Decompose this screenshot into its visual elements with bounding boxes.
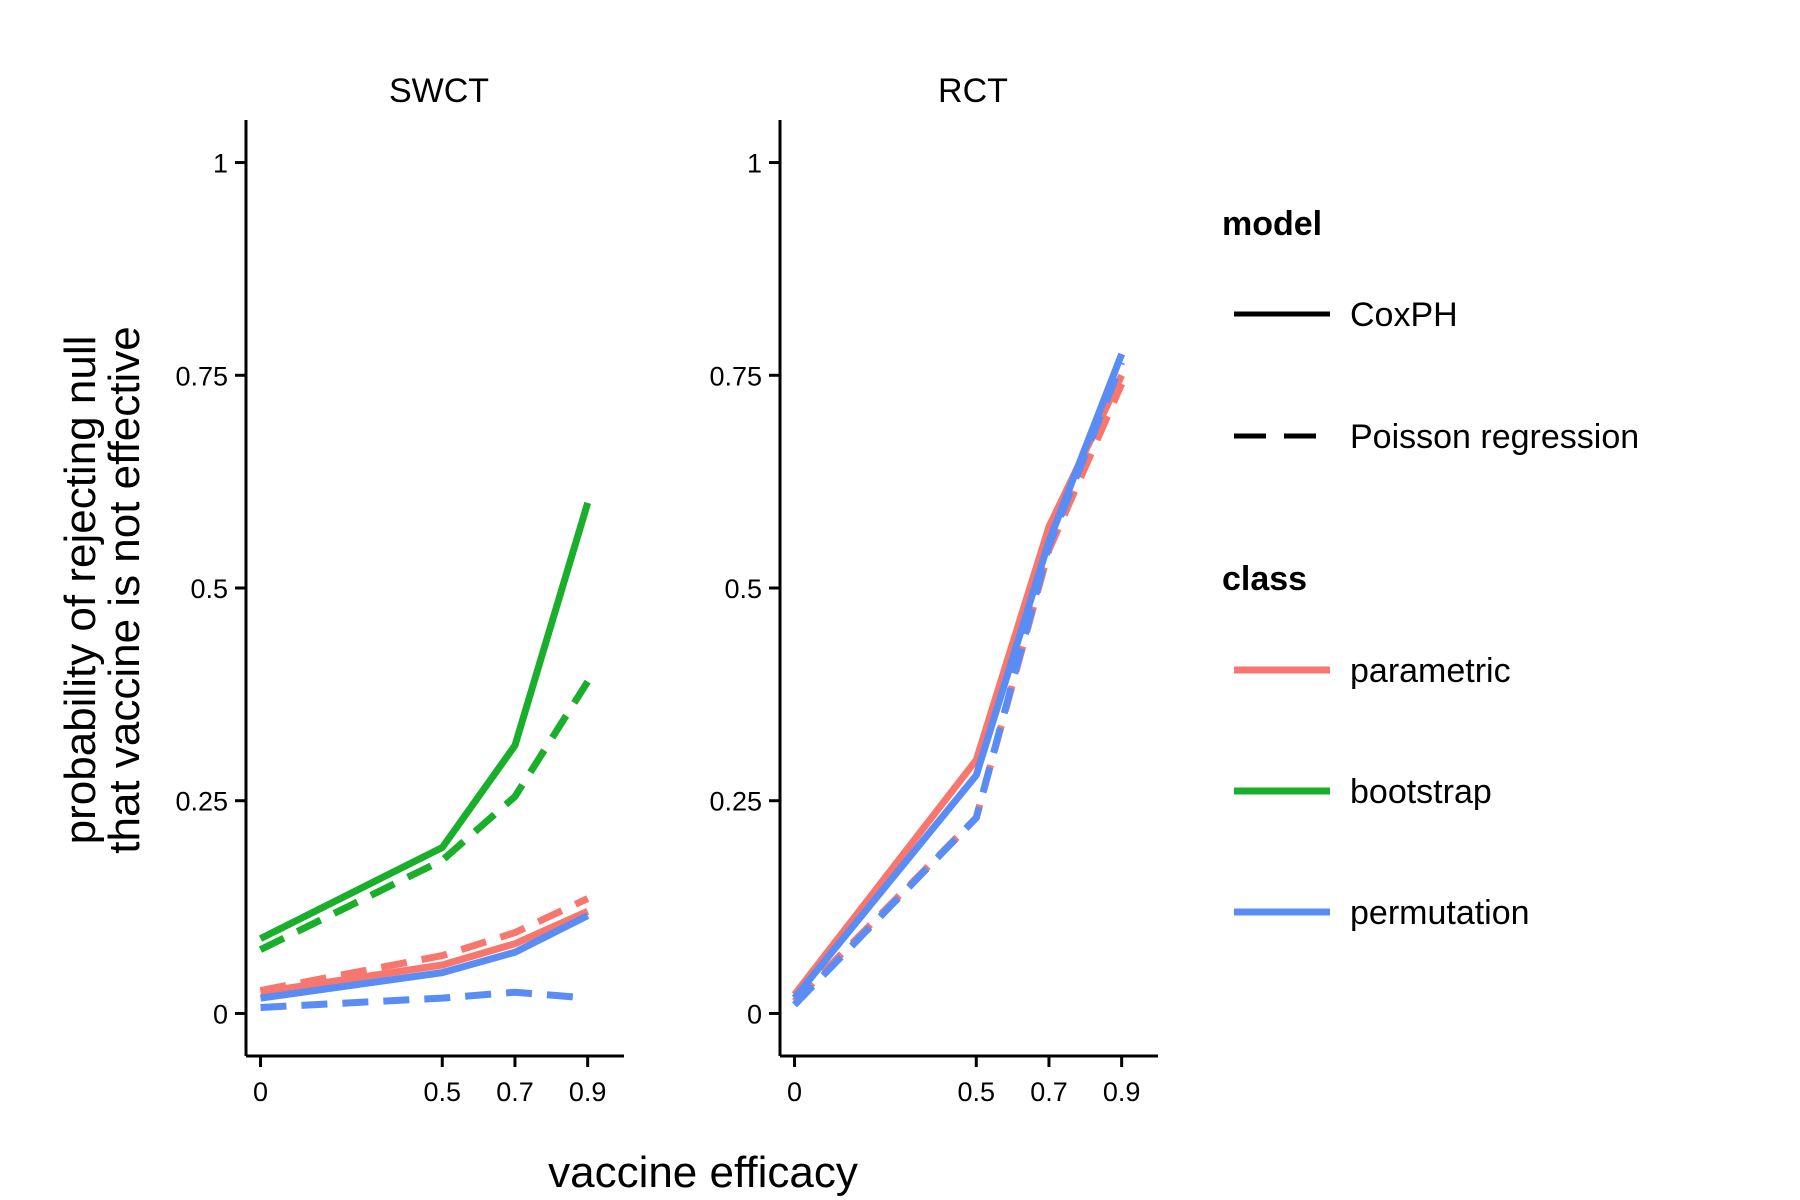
y-tick-label: 0.25 bbox=[709, 787, 762, 817]
legend: model CoxPH Poisson regression class par… bbox=[1222, 205, 1639, 932]
y-axis-title-line-2: that vaccine is not effective bbox=[100, 326, 149, 853]
x-tick-label: 0.7 bbox=[1030, 1077, 1068, 1107]
legend-label-parametric: parametric bbox=[1350, 652, 1511, 690]
x-tick-label: 0 bbox=[253, 1077, 268, 1107]
series-line-rct-permutation-coxph bbox=[791, 352, 1125, 1001]
y-tick-label: 0 bbox=[213, 999, 228, 1029]
series-line-swct-bootstrap-coxph bbox=[258, 501, 592, 942]
panel-swct: SWCT 0 0.25 0.5 0.75 1 0 0.5 0.7 0.9 bbox=[175, 72, 624, 1107]
y-tick-label: 1 bbox=[747, 149, 762, 179]
y-tick-label: 0.75 bbox=[175, 361, 228, 391]
panel-rct: RCT 0 0.25 0.5 0.75 1 0 0.5 0.7 0.9 bbox=[709, 72, 1158, 1107]
y-tick-label: 0.5 bbox=[190, 574, 228, 604]
panel-label-rct: RCT bbox=[938, 72, 1008, 110]
series-line-swct-bootstrap-poisson-regression bbox=[258, 679, 591, 953]
series-line-rct-permutation-poisson-regression bbox=[791, 361, 1125, 1008]
y-tick-label: 0.5 bbox=[724, 574, 762, 604]
series-line-rct-parametric-coxph bbox=[791, 373, 1125, 997]
legend-label-permutation: permutation bbox=[1350, 894, 1530, 932]
x-tick-label: 0.7 bbox=[496, 1077, 534, 1107]
series-line-swct-permutation-coxph bbox=[260, 912, 590, 1002]
x-tick-label: 0.9 bbox=[1103, 1077, 1141, 1107]
series-line-swct-permutation-poisson-regression bbox=[260, 988, 588, 1011]
x-tick-label: 0 bbox=[787, 1077, 802, 1107]
legend-title-class: class bbox=[1222, 560, 1307, 598]
y-axis-title-line-1: probability of rejecting null bbox=[56, 336, 105, 845]
series-line-swct-parametric-poisson-regression bbox=[259, 895, 590, 994]
legend-title-model: model bbox=[1222, 205, 1322, 243]
y-axis-title: probability of rejecting null that vacci… bbox=[56, 326, 149, 853]
x-tick-label: 0.5 bbox=[957, 1077, 995, 1107]
y-tick-label: 1 bbox=[213, 149, 228, 179]
y-tick-label: 0 bbox=[747, 999, 762, 1029]
chart-panels: SWCT 0 0.25 0.5 0.75 1 0 0.5 0.7 0.9 RCT 0 0.25 0.5 0.… bbox=[175, 72, 1158, 1107]
x-axis-title: vaccine efficacy bbox=[548, 1148, 858, 1197]
legend-label-poisson-regression: Poisson regression bbox=[1350, 418, 1639, 456]
legend-label-bootstrap: bootstrap bbox=[1350, 773, 1492, 811]
x-tick-label: 0.9 bbox=[569, 1077, 607, 1107]
y-tick-label: 0.25 bbox=[175, 787, 228, 817]
y-tick-label: 0.75 bbox=[709, 361, 762, 391]
series-line-swct-parametric-coxph bbox=[259, 908, 590, 996]
x-tick-label: 0.5 bbox=[423, 1077, 461, 1107]
panel-label-swct: SWCT bbox=[389, 72, 489, 110]
legend-label-coxph: CoxPH bbox=[1350, 296, 1458, 334]
